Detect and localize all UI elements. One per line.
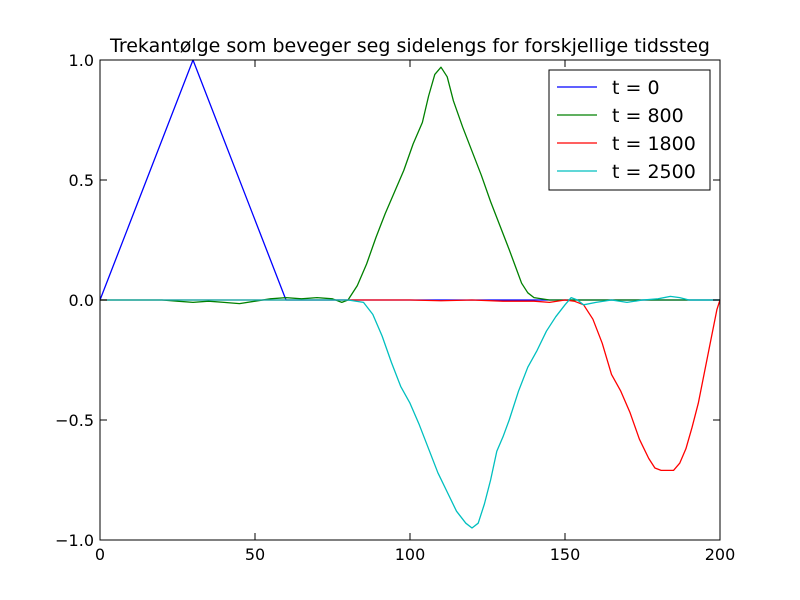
y-tick-label: 1.0 [69, 51, 94, 70]
y-tick-label: −0.5 [55, 411, 94, 430]
legend-box [548, 69, 711, 191]
legend-label-2: t = 1800 [612, 133, 696, 155]
chart-title: Trekantølge som beveger seg sidelengs fo… [109, 35, 710, 57]
x-tick-label: 50 [245, 545, 265, 564]
legend-label-0: t = 0 [612, 77, 660, 99]
x-tick-label: 0 [95, 545, 105, 564]
y-tick-label: 0.0 [69, 291, 94, 310]
series-line-0 [99, 59, 720, 301]
series-line-1 [100, 66, 720, 305]
y-tick-label: 0.5 [69, 171, 94, 190]
legend: t = 0 t = 800 t = 1800 t = 2500 [548, 69, 711, 191]
x-tick-label: 100 [395, 545, 426, 564]
legend-label-1: t = 800 [612, 105, 684, 127]
series-line-3 [100, 295, 720, 529]
series-line-2 [100, 299, 721, 472]
legend-label-3: t = 2500 [612, 161, 696, 183]
y-tick-label: −1.0 [55, 531, 94, 550]
plot-frame [99, 59, 721, 541]
series-layer [99, 59, 721, 529]
x-tick-label: 200 [705, 545, 736, 564]
tick-layer: 0 50 100 150 200 −1.0 −0.5 0.0 0.5 1.0 [55, 51, 735, 564]
x-tick-label: 150 [550, 545, 581, 564]
